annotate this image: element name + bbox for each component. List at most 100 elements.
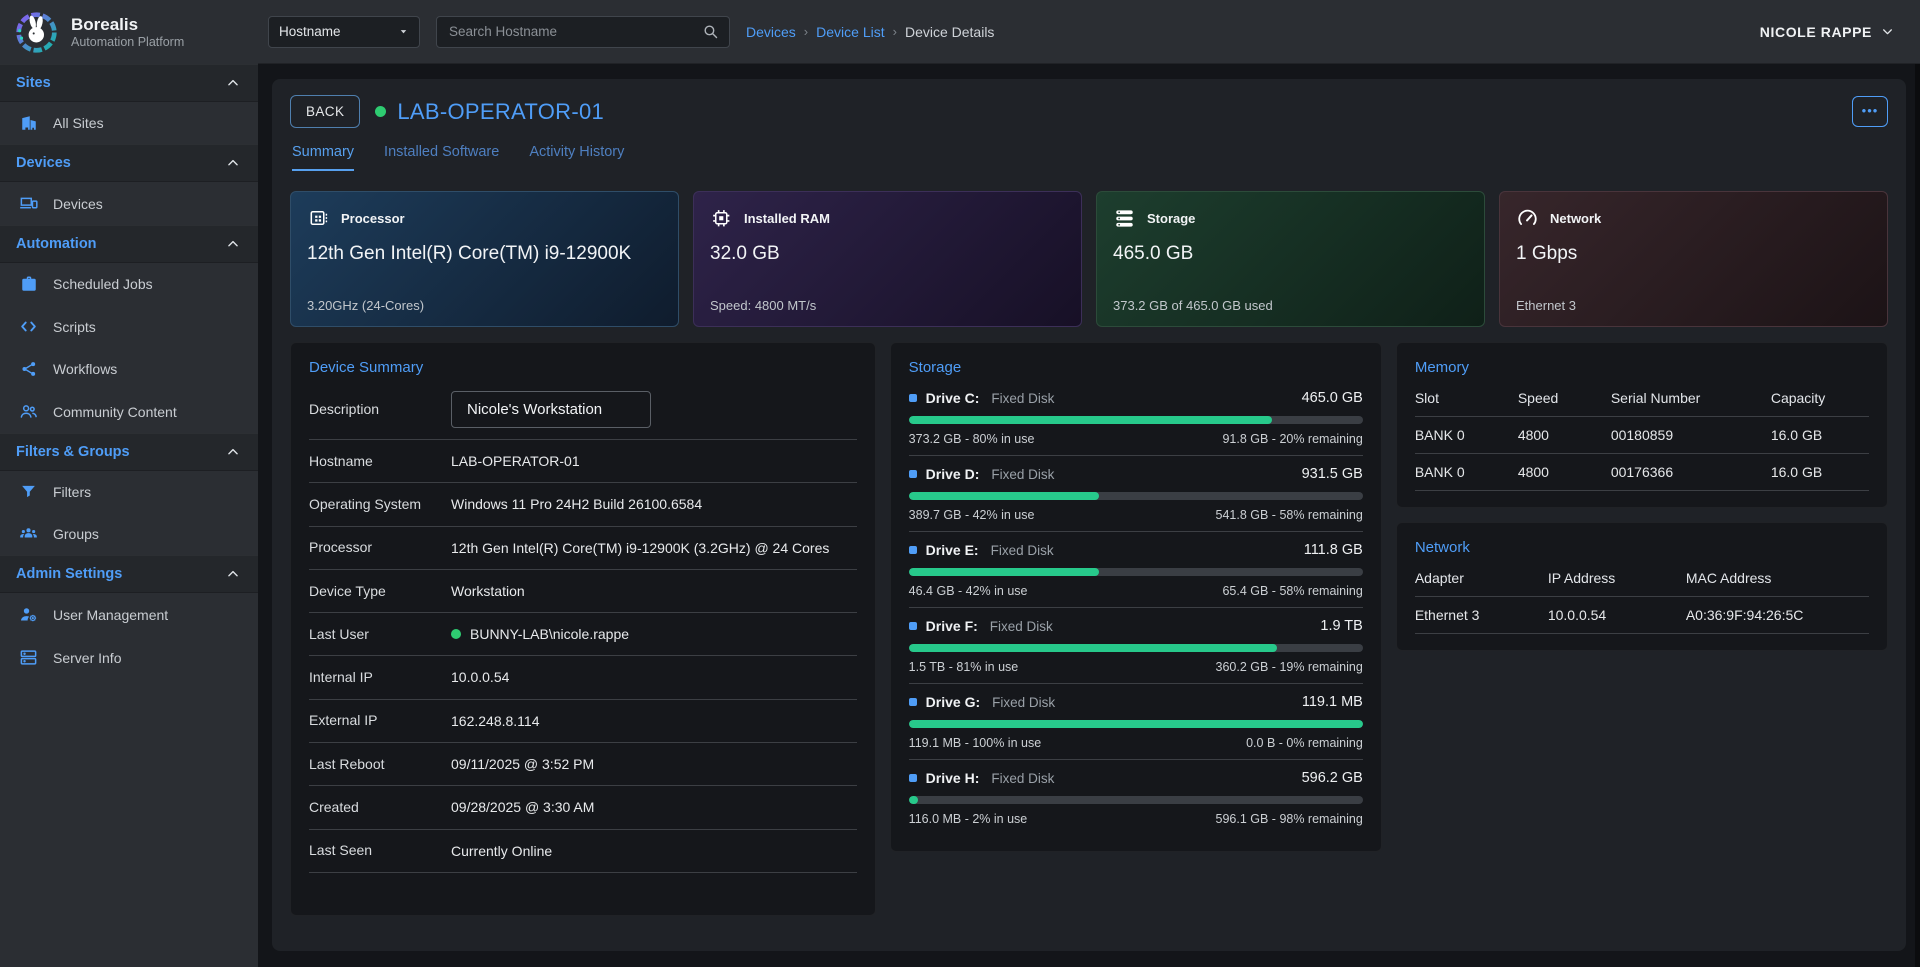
sidebar-nav: Sites All Sites Devices Devices Automati… <box>0 64 258 679</box>
drive-usage-bar <box>909 796 1363 804</box>
chevron-down-icon <box>1881 25 1894 38</box>
tab-bar: Summary Installed Software Activity Histor… <box>292 144 1886 171</box>
drive-row-drive-f: Drive F: Fixed Disk 1.9 TB 1.5 TB - 81% … <box>909 608 1363 684</box>
sidebar-section-header-devices[interactable]: Devices <box>0 144 258 182</box>
drive-usage-bar <box>909 720 1363 728</box>
drive-remaining: 0.0 B - 0% remaining <box>1246 736 1363 750</box>
device-summary-panel: Device Summary Description Hostname LAB-… <box>290 342 876 916</box>
online-status-icon <box>375 106 386 117</box>
brand: Borealis Automation Platform <box>0 0 258 64</box>
summary-row-device-type: Device Type Workstation <box>309 570 857 613</box>
breadcrumb-separator: › <box>893 24 897 39</box>
stat-card-label: Storage <box>1147 211 1195 226</box>
stat-cards: Processor 12th Gen Intel(R) Core(TM) i9-… <box>290 191 1888 327</box>
sidebar-item-workflows[interactable]: Workflows <box>0 348 258 390</box>
sidebar-item-all-sites[interactable]: All Sites <box>0 102 258 144</box>
chevron-up-icon <box>226 76 240 90</box>
brand-tagline: Automation Platform <box>71 35 184 49</box>
sidebar-section-devices: Devices Devices <box>0 144 258 225</box>
sidebar-item-groups[interactable]: Groups <box>0 512 258 555</box>
search-input[interactable] <box>447 23 694 40</box>
sidebar-section-header-automation[interactable]: Automation <box>0 225 258 263</box>
devices-icon <box>19 194 38 213</box>
hostname-filter-select[interactable]: Hostname <box>268 16 420 48</box>
drive-bullet-icon <box>909 774 917 782</box>
drive-usage-bar <box>909 644 1363 652</box>
brand-name: Borealis <box>71 15 184 35</box>
search-box <box>436 16 730 48</box>
stat-card-storage: Storage 465.0 GB 373.2 GB of 465.0 GB us… <box>1096 191 1485 327</box>
chevron-up-icon <box>226 567 240 581</box>
summary-row-processor: Processor 12th Gen Intel(R) Core(TM) i9-… <box>309 527 857 570</box>
breadcrumb-device-list[interactable]: Device List <box>816 24 884 40</box>
sidebar-item-filters[interactable]: Filters <box>0 471 258 512</box>
gauge-icon <box>1516 207 1539 230</box>
sidebar-section-header-filters-groups[interactable]: Filters & Groups <box>0 433 258 471</box>
memory-table: SlotSpeedSerial NumberCapacityBANK 04800… <box>1415 380 1869 491</box>
drive-remaining: 541.8 GB - 58% remaining <box>1216 508 1363 522</box>
ram-chip-icon <box>710 207 733 230</box>
drive-bullet-icon <box>909 622 917 630</box>
tab-activity-history[interactable]: Activity History <box>529 144 624 171</box>
stat-card-label: Installed RAM <box>744 211 830 226</box>
tab-installed-software[interactable]: Installed Software <box>384 144 499 171</box>
summary-row-external-ip: External IP 162.248.8.114 <box>309 700 857 743</box>
drive-remaining: 65.4 GB - 58% remaining <box>1222 584 1362 598</box>
table-row: Ethernet 310.0.0.54A0:36:9F:94:26:5C <box>1415 597 1869 634</box>
drive-used: 116.0 MB - 2% in use <box>909 812 1028 826</box>
network-table: AdapterIP AddressMAC AddressEthernet 310… <box>1415 560 1869 634</box>
breadcrumb: Devices›Device List›Device Details <box>746 24 994 40</box>
sidebar-section-filters-groups: Filters & Groups Filters Groups <box>0 433 258 555</box>
summary-row-hostname: Hostname LAB-OPERATOR-01 <box>309 440 857 483</box>
stat-card-label: Network <box>1550 211 1601 226</box>
table-header-row: SlotSpeedSerial NumberCapacity <box>1415 380 1869 417</box>
sidebar-item-devices[interactable]: Devices <box>0 182 258 225</box>
stat-card-value: 1 Gbps <box>1516 243 1871 265</box>
user-name: NICOLE RAPPE <box>1760 24 1872 40</box>
sidebar-item-community-content[interactable]: Community Content <box>0 390 258 433</box>
app-root: Borealis Automation Platform Sites All S… <box>0 0 1920 967</box>
hostname-filter-value: Hostname <box>279 24 341 39</box>
chevron-up-icon <box>226 445 240 459</box>
user-gear-icon <box>19 605 38 624</box>
stat-card-value: 12th Gen Intel(R) Core(TM) i9-12900K <box>307 243 662 265</box>
drive-row-drive-h: Drive H: Fixed Disk 596.2 GB 116.0 MB - … <box>909 760 1363 835</box>
user-menu[interactable]: NICOLE RAPPE <box>1760 24 1894 40</box>
sidebar-section-header-admin-settings[interactable]: Admin Settings <box>0 555 258 593</box>
chevron-up-icon <box>226 237 240 251</box>
sidebar-section-sites: Sites All Sites <box>0 64 258 144</box>
drive-remaining: 91.8 GB - 20% remaining <box>1222 432 1362 446</box>
drive-usage-bar <box>909 568 1363 576</box>
sidebar-item-scheduled-jobs[interactable]: Scheduled Jobs <box>0 263 258 305</box>
filter-icon <box>19 483 38 500</box>
topbar: Hostname Devices›Device List›Device Deta… <box>258 0 1920 64</box>
sidebar-item-user-management[interactable]: User Management <box>0 593 258 636</box>
back-button[interactable]: BACK <box>290 95 360 128</box>
drive-row-drive-e: Drive E: Fixed Disk 111.8 GB 46.4 GB - 4… <box>909 532 1363 608</box>
tab-summary[interactable]: Summary <box>292 144 354 171</box>
sidebar: Borealis Automation Platform Sites All S… <box>0 0 258 967</box>
stat-card-footer: 3.20GHz (24-Cores) <box>307 298 662 313</box>
stat-card-footer: Ethernet 3 <box>1516 298 1871 313</box>
breadcrumb-devices[interactable]: Devices <box>746 24 796 40</box>
summary-row-last-reboot: Last Reboot 09/11/2025 @ 3:52 PM <box>309 743 857 786</box>
drive-remaining: 360.2 GB - 19% remaining <box>1216 660 1363 674</box>
drive-used: 46.4 GB - 42% in use <box>909 584 1028 598</box>
drive-usage-bar <box>909 492 1363 500</box>
description-input[interactable] <box>451 391 651 428</box>
chevron-up-icon <box>226 156 240 170</box>
sidebar-section-admin-settings: Admin Settings User Management Server In… <box>0 555 258 679</box>
summary-row-last-seen: Last Seen Currently Online <box>309 830 857 873</box>
people-icon <box>19 402 38 421</box>
borealis-logo <box>14 10 59 55</box>
drive-row-drive-d: Drive D: Fixed Disk 931.5 GB 389.7 GB - … <box>909 456 1363 532</box>
sidebar-item-server-info[interactable]: Server Info <box>0 636 258 679</box>
network-panel: Network AdapterIP AddressMAC AddressEthe… <box>1396 522 1888 651</box>
workflow-icon <box>19 360 38 378</box>
memory-title: Memory <box>1415 359 1869 376</box>
scrollbar[interactable] <box>1915 64 1920 967</box>
more-actions-button[interactable]: ••• <box>1852 96 1888 127</box>
drive-usage-bar <box>909 416 1363 424</box>
sidebar-item-scripts[interactable]: Scripts <box>0 305 258 348</box>
sidebar-section-header-sites[interactable]: Sites <box>0 64 258 102</box>
